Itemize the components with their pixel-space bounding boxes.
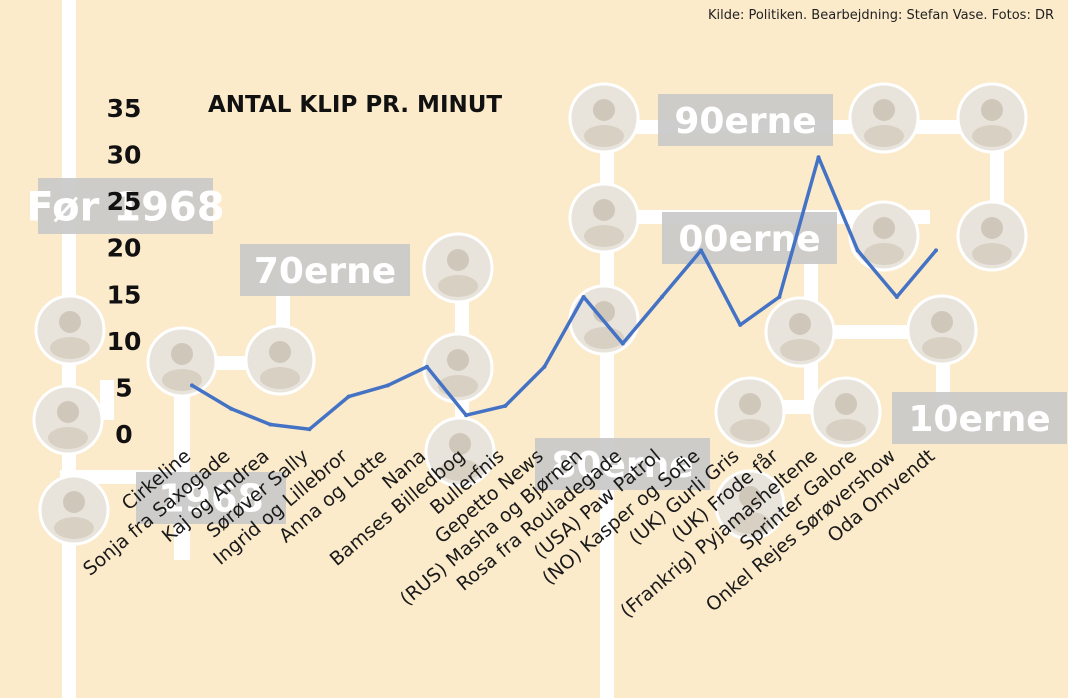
data-point	[268, 422, 273, 427]
data-point	[307, 427, 312, 432]
decade-badge	[38, 178, 213, 234]
photo-circle	[38, 474, 110, 546]
decade-badge	[240, 244, 410, 296]
data-point	[855, 248, 860, 253]
decade-label: 80erne	[551, 445, 693, 486]
data-point	[894, 294, 899, 299]
source-credit: Kilde: Politiken. Bearbejdning: Stefan V…	[707, 8, 1054, 23]
photo-circle	[568, 182, 640, 254]
data-point	[620, 341, 625, 346]
photo-circle	[568, 82, 640, 154]
decade-label: 90erne	[674, 101, 816, 142]
photo-circle	[422, 332, 494, 404]
photo-circle	[956, 200, 1028, 272]
data-point	[190, 383, 194, 388]
photo-circle	[424, 416, 496, 488]
y-tick-label: 35	[107, 94, 142, 123]
track-line	[100, 380, 114, 420]
data-point	[777, 294, 782, 299]
chart-title: ANTAL KLIP PR. MINUT	[208, 92, 502, 118]
decade-badge	[136, 472, 286, 524]
decade-badge	[535, 438, 710, 490]
decade-label: Før 1968	[26, 184, 224, 230]
decade-badge	[658, 94, 833, 146]
y-tick-label: 10	[107, 327, 142, 356]
photo-circle	[764, 296, 836, 368]
data-point	[581, 294, 586, 299]
y-tick-label: 15	[107, 280, 142, 309]
data-point	[816, 155, 821, 160]
photo-circle	[714, 376, 786, 448]
data-point	[699, 248, 704, 253]
photo-circle	[32, 384, 104, 456]
y-tick-label: 0	[115, 420, 132, 449]
photo-circle	[714, 469, 786, 541]
decade-badge	[662, 212, 837, 264]
y-tick-label: 25	[107, 187, 142, 216]
data-point	[503, 403, 508, 408]
photo-circle	[956, 82, 1028, 154]
photo-circle	[244, 324, 316, 396]
photo-circle	[848, 200, 920, 272]
photo-circle	[906, 294, 978, 366]
decade-label: 10erne	[908, 399, 1050, 440]
decade-label: 1968	[158, 477, 264, 521]
photo-circle	[34, 294, 106, 366]
photo-circle	[146, 326, 218, 398]
data-point	[934, 248, 938, 253]
data-point	[542, 364, 547, 369]
decade-badge	[892, 392, 1067, 444]
decade-label: 70erne	[254, 251, 396, 292]
series-line	[190, 155, 938, 431]
data-point	[346, 394, 351, 399]
y-tick-label: 30	[107, 141, 142, 170]
data-point	[738, 322, 743, 327]
data-point	[229, 406, 234, 411]
data-point	[464, 413, 469, 418]
y-tick-label: 20	[107, 234, 142, 263]
data-point	[659, 294, 664, 299]
data-point	[385, 383, 390, 388]
photo-circle	[848, 82, 920, 154]
y-tick-label: 5	[115, 373, 132, 402]
photo-circle	[810, 376, 882, 448]
photo-circle	[422, 232, 494, 304]
data-point	[424, 364, 429, 369]
